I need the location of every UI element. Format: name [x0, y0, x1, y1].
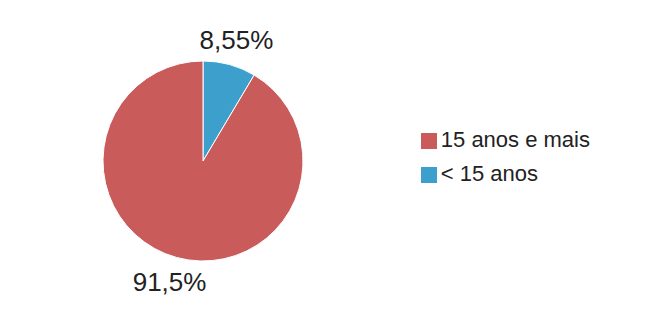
html-text:< 15 anos: < 15 anos [440, 160, 538, 186]
svg-text:91,5%: 91,5% [133, 267, 207, 297]
html-text:15 anos e mais: 15 anos e mais [440, 126, 590, 152]
svg-text:8,55%: 8,55% [200, 25, 274, 55]
